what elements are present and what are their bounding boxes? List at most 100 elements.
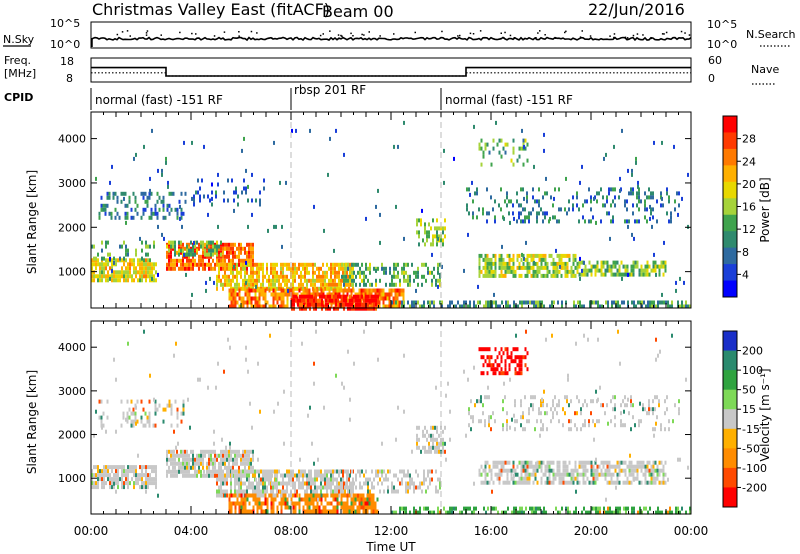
data-cell <box>558 219 560 224</box>
data-cell <box>540 468 543 473</box>
data-cell <box>570 269 573 274</box>
data-cell <box>317 298 319 303</box>
data-cell <box>478 261 481 266</box>
data-cell <box>287 288 289 293</box>
data-cell <box>228 505 231 510</box>
data-cell <box>440 226 442 231</box>
data-cell <box>536 199 538 204</box>
data-cell <box>237 194 239 199</box>
data-cell <box>310 493 313 498</box>
nsky-spike <box>544 34 546 36</box>
data-cell <box>654 260 657 265</box>
data-cell <box>314 262 316 267</box>
data-cell <box>524 219 526 224</box>
data-cell <box>240 246 242 251</box>
data-cell <box>180 258 182 263</box>
data-cell <box>132 215 135 220</box>
data-cell <box>468 407 470 412</box>
data-cell <box>212 461 214 466</box>
data-cell <box>157 168 159 173</box>
data-cell <box>361 306 363 311</box>
data-cell <box>631 168 633 173</box>
data-cell <box>502 257 505 262</box>
data-cell <box>552 480 555 485</box>
data-cell <box>679 304 681 309</box>
data-cell <box>631 232 633 237</box>
data-cell <box>508 211 510 216</box>
data-cell <box>435 278 437 283</box>
data-cell <box>250 509 253 514</box>
data-cell <box>246 266 248 271</box>
data-cell <box>427 270 429 275</box>
data-cell <box>148 195 151 200</box>
data-cell <box>308 292 311 297</box>
data-cell <box>367 481 369 486</box>
data-cell <box>394 304 397 309</box>
data-cell <box>418 445 420 450</box>
data-cell <box>616 480 619 485</box>
data-cell <box>401 266 403 271</box>
data-cell <box>280 292 283 297</box>
nsky-spike <box>688 34 691 36</box>
data-cell <box>330 501 333 506</box>
data-cell <box>105 465 107 470</box>
data-cell <box>624 199 626 204</box>
data-cell <box>270 489 272 494</box>
data-cell <box>427 473 429 478</box>
data-cell <box>272 270 274 275</box>
data-cell <box>370 288 373 293</box>
data-cell <box>188 258 190 263</box>
data-cell <box>101 469 103 474</box>
data-cell <box>430 449 432 454</box>
data-cell <box>314 292 317 297</box>
data-cell <box>664 399 666 404</box>
data-cell <box>145 477 147 482</box>
data-cell <box>174 469 176 474</box>
data-cell <box>101 278 103 283</box>
data-cell <box>538 460 541 465</box>
data-cell <box>367 489 369 494</box>
data-cell <box>117 258 119 263</box>
data-cell <box>367 266 369 271</box>
data-cell <box>522 253 525 258</box>
data-cell <box>576 203 578 208</box>
data-cell <box>193 240 195 245</box>
data-cell <box>664 268 667 273</box>
data-cell <box>376 304 379 309</box>
data-cell <box>129 469 131 474</box>
data-cell <box>194 246 196 251</box>
data-cell <box>558 257 561 262</box>
data-cell <box>155 477 157 482</box>
data-cell <box>619 176 621 181</box>
data-cell <box>236 449 238 454</box>
data-cell <box>114 215 117 220</box>
data-cell <box>224 242 226 247</box>
data-cell <box>105 278 107 283</box>
data-cell <box>504 468 507 473</box>
data-cell <box>186 262 188 267</box>
data-cell <box>282 501 285 506</box>
data-cell <box>302 282 304 287</box>
data-cell <box>202 461 204 466</box>
data-cell <box>576 411 578 416</box>
data-cell <box>683 304 685 309</box>
data-cell <box>272 469 274 474</box>
data-cell <box>134 199 137 204</box>
data-cell <box>383 477 385 482</box>
data-cell <box>246 493 249 498</box>
data-cell <box>498 472 501 477</box>
data-cell <box>220 457 222 462</box>
data-cell <box>282 300 285 305</box>
data-cell <box>572 203 574 208</box>
data-cell <box>254 473 256 478</box>
data-cell <box>502 427 504 432</box>
data-cell <box>492 261 495 266</box>
data-cell <box>488 265 491 270</box>
data-cell <box>540 265 543 270</box>
data-cell <box>516 265 519 270</box>
data-cell <box>630 268 633 273</box>
data-cell <box>145 274 147 279</box>
data-cell <box>639 300 641 305</box>
data-cell <box>461 510 463 515</box>
data-cell <box>578 460 581 465</box>
